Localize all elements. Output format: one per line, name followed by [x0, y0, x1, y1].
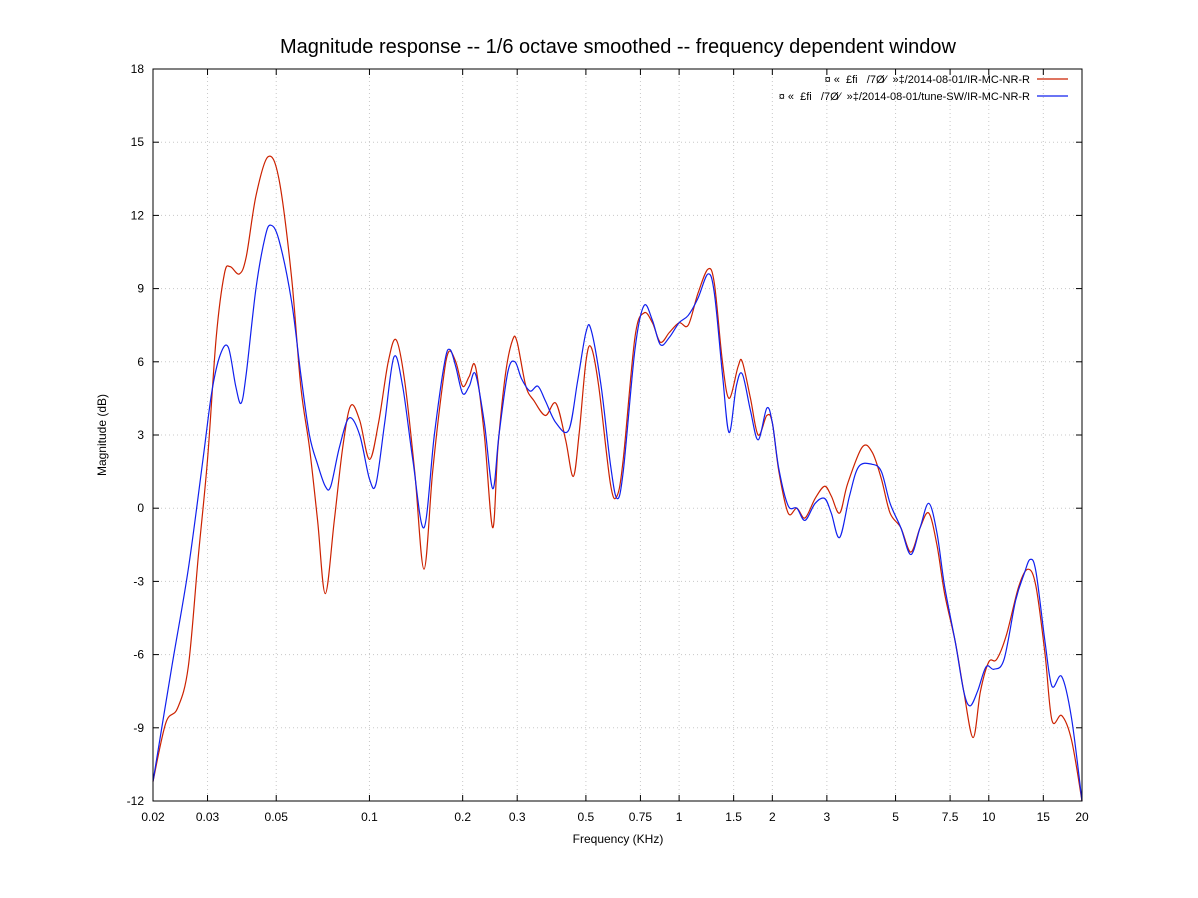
y-tick-label: 3 — [137, 428, 144, 442]
series-layer — [152, 155, 1083, 802]
x-tick-label: 0.02 — [141, 810, 165, 824]
axis-ticks — [152, 68, 1083, 802]
y-tick-label: 9 — [137, 282, 144, 296]
x-tick-label: 0.75 — [629, 810, 653, 824]
y-tick-label: -3 — [133, 574, 144, 588]
y-tick-label: -9 — [133, 721, 144, 735]
y-tick-label: 18 — [131, 62, 145, 76]
y-tick-label: -12 — [127, 794, 145, 808]
x-tick-label: 15 — [1037, 810, 1051, 824]
y-tick-label: 12 — [131, 208, 145, 222]
x-tick-label: 0.1 — [361, 810, 378, 824]
series-line-2 — [152, 224, 1083, 802]
x-tick-labels: 0.02 0.03 0.05 0.1 0.2 0.3 0.5 0.75 1 1.5 2 3 5 7.5 10… — [141, 810, 1089, 824]
legend-label-series-2: ¤ « £fi /7Ø⁄ »‡/2014-08-01/tune-SW/IR-MC… — [779, 91, 1030, 103]
x-tick-label: 0.2 — [454, 810, 471, 824]
y-tick-label: 6 — [137, 355, 144, 369]
x-tick-label: 5 — [892, 810, 899, 824]
x-tick-label: 20 — [1075, 810, 1089, 824]
y-tick-labels: -12 -9 -6 -3 0 3 6 9 12 15 18 — [127, 62, 145, 808]
x-tick-label: 10 — [982, 810, 996, 824]
x-tick-label: 0.05 — [265, 810, 289, 824]
grid-lines — [153, 69, 1082, 801]
x-tick-label: 0.5 — [578, 810, 595, 824]
x-tick-label: 7.5 — [942, 810, 959, 824]
legend-label-series-1: ¤ « £fi /7Ø⁄ »‡/2014-08-01/IR-MC-NR-R — [825, 74, 1030, 86]
x-tick-label: 2 — [769, 810, 776, 824]
y-tick-label: 15 — [131, 135, 145, 149]
x-tick-label: 0.03 — [196, 810, 220, 824]
x-tick-label: 3 — [824, 810, 831, 824]
legend: ¤ « £fi /7Ø⁄ »‡/2014-08-01/IR-MC-NR-R ¤ … — [779, 74, 1068, 103]
y-tick-label: 0 — [137, 501, 144, 515]
chart-title: Magnitude response -- 1/6 octave smoothe… — [280, 36, 957, 58]
x-tick-label: 1 — [676, 810, 683, 824]
y-axis-label: Magnitude (dB) — [95, 394, 109, 476]
x-tick-label: 0.3 — [509, 810, 526, 824]
x-axis-label: Frequency (KHz) — [573, 832, 664, 846]
y-tick-label: -6 — [133, 648, 144, 662]
x-tick-label: 1.5 — [725, 810, 742, 824]
